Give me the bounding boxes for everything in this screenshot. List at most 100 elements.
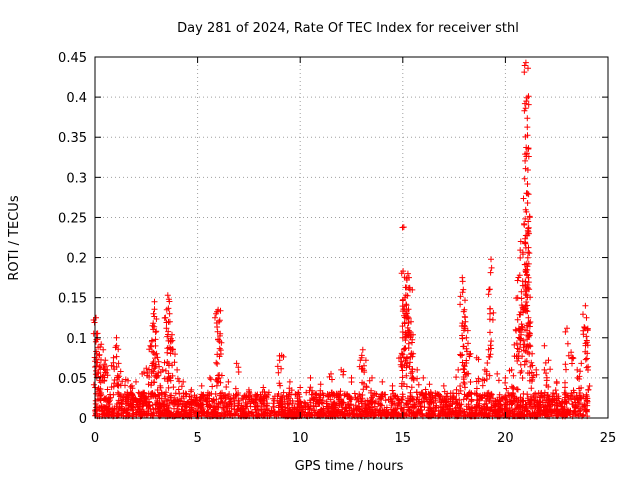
data-point: [522, 235, 529, 242]
data-point: [193, 402, 200, 409]
data-point: [524, 94, 530, 101]
data-point: [409, 366, 416, 373]
data-point: [406, 328, 413, 335]
data-point: [363, 408, 370, 415]
data-point: [340, 368, 347, 375]
data-point: [581, 324, 588, 330]
data-point: [517, 238, 524, 245]
data-point: [504, 399, 511, 406]
data-point: [487, 342, 494, 349]
data-point: [403, 275, 410, 282]
data-point: [337, 388, 344, 395]
data-point: [508, 383, 515, 390]
data-point: [403, 372, 410, 379]
data-point: [524, 336, 531, 343]
data-point: [582, 356, 589, 363]
data-point: [247, 403, 254, 410]
data-point: [157, 384, 164, 391]
data-point: [525, 224, 532, 231]
data-point: [187, 388, 194, 395]
data-point: [552, 387, 559, 394]
data-point: [225, 378, 232, 385]
data-point: [426, 381, 433, 388]
data-point: [287, 408, 294, 415]
data-point: [288, 387, 295, 394]
data-point: [122, 382, 128, 389]
y-tick-label: 0.2: [66, 252, 87, 267]
y-tick-label: 0.3: [66, 171, 87, 186]
data-point: [494, 370, 501, 377]
data-point: [460, 396, 467, 403]
data-point: [484, 396, 491, 403]
data-point: [364, 397, 371, 404]
data-point: [169, 337, 176, 344]
data-point: [579, 403, 585, 410]
data-point: [168, 392, 175, 399]
data-point: [226, 391, 233, 398]
data-point: [280, 411, 287, 418]
data-point: [461, 363, 468, 370]
data-point: [495, 400, 502, 407]
data-point: [563, 366, 569, 373]
data-point: [583, 355, 590, 362]
data-point: [457, 387, 464, 394]
data-point: [537, 402, 544, 409]
data-point: [533, 371, 540, 378]
data-point: [368, 404, 375, 411]
data-point: [473, 403, 480, 410]
data-point: [375, 411, 382, 418]
data-point: [543, 370, 549, 377]
data-point: [153, 316, 160, 322]
data-point: [236, 400, 243, 407]
data-point: [486, 316, 493, 323]
data-point: [502, 406, 509, 413]
y-tick-label: 0.45: [58, 51, 87, 66]
data-point: [525, 218, 532, 225]
data-point: [217, 347, 224, 354]
data-point: [161, 398, 168, 405]
data-point: [395, 397, 402, 403]
data-point: [485, 291, 492, 298]
data-point: [457, 383, 464, 389]
data-point: [568, 355, 575, 362]
data-point: [459, 320, 466, 327]
data-point: [541, 389, 548, 396]
data-point: [165, 384, 172, 391]
data-point: [280, 353, 287, 360]
data-point: [213, 359, 220, 366]
data-point: [398, 350, 405, 357]
data-point: [213, 382, 220, 389]
data-point: [409, 374, 416, 381]
data-point: [565, 392, 572, 399]
data-point: [518, 331, 525, 338]
data-point: [545, 391, 551, 398]
data-point: [170, 346, 176, 353]
data-point: [522, 157, 529, 164]
data-point: [174, 405, 181, 412]
data-point: [182, 390, 189, 397]
data-point: [420, 374, 427, 381]
data-point: [551, 396, 558, 403]
data-point: [117, 368, 124, 375]
data-point: [532, 390, 539, 397]
data-point: [399, 303, 406, 310]
data-point: [390, 407, 397, 414]
data-point: [577, 368, 584, 375]
data-point: [115, 382, 122, 389]
data-point: [578, 360, 585, 367]
data-point: [545, 399, 552, 405]
data-point: [403, 355, 410, 362]
data-point: [262, 409, 269, 416]
data-point: [97, 344, 104, 350]
data-point: [464, 327, 471, 334]
data-point: [545, 357, 552, 364]
data-point: [153, 328, 160, 335]
data-point: [115, 346, 122, 353]
data-point: [427, 389, 434, 396]
data-point: [584, 326, 591, 333]
data-point: [146, 366, 152, 373]
data-point: [111, 380, 118, 387]
data-point: [523, 153, 530, 160]
data-point: [303, 389, 310, 396]
data-point: [453, 386, 460, 393]
